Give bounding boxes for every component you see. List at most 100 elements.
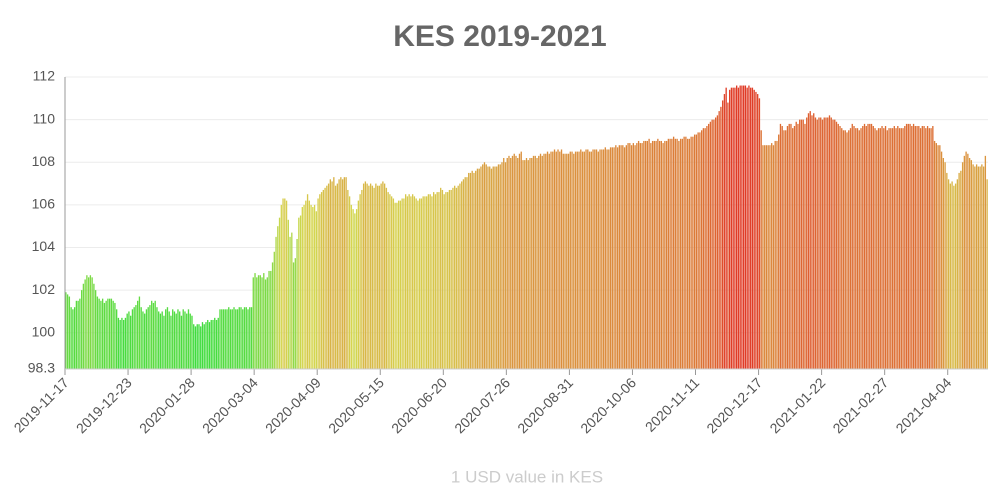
bar — [860, 128, 862, 369]
bar — [667, 138, 670, 369]
bar — [186, 313, 188, 369]
bar — [627, 143, 629, 369]
bar — [259, 275, 261, 369]
bar — [827, 117, 829, 369]
bar — [142, 311, 144, 369]
bar — [334, 185, 337, 369]
bar — [930, 128, 932, 369]
bar — [700, 130, 703, 369]
bar — [371, 185, 374, 369]
bar — [345, 177, 347, 369]
bar — [482, 164, 484, 369]
bar — [404, 194, 407, 369]
x-tick-label: 2020-04-09 — [262, 374, 324, 436]
bar — [445, 192, 447, 369]
bar — [914, 126, 916, 369]
bar — [609, 147, 612, 369]
bar — [210, 319, 212, 369]
bar — [170, 315, 172, 369]
bar — [597, 151, 599, 369]
bar — [772, 145, 775, 369]
bars — [65, 85, 988, 370]
bar — [65, 292, 67, 369]
bar — [273, 251, 275, 369]
bar — [312, 207, 314, 369]
bar — [909, 123, 911, 370]
bar — [231, 309, 233, 369]
bar — [268, 270, 270, 369]
bar — [165, 309, 167, 369]
bar — [187, 309, 190, 369]
bar — [348, 196, 351, 369]
bar — [291, 232, 293, 369]
bar — [546, 151, 549, 369]
bar — [688, 138, 691, 369]
bar — [219, 309, 221, 369]
bar — [452, 187, 454, 369]
bar — [709, 121, 712, 369]
bar — [382, 181, 384, 369]
bar — [802, 119, 804, 369]
bar — [455, 187, 458, 369]
bar — [944, 162, 946, 369]
bar — [613, 147, 615, 369]
bar — [422, 196, 424, 369]
bar — [757, 94, 759, 370]
bar — [660, 140, 663, 369]
x-tick-label: 2021-01-22 — [766, 374, 828, 436]
bar — [350, 204, 353, 369]
bar — [813, 113, 815, 369]
bar — [413, 196, 416, 369]
y-tick-label: 102 — [32, 281, 56, 297]
bar — [222, 309, 225, 369]
bar — [886, 130, 888, 369]
bar — [981, 164, 983, 369]
bar — [750, 87, 752, 370]
bar — [982, 166, 985, 369]
x-tick-label: 2019-11-17 — [11, 374, 72, 435]
bar — [434, 194, 437, 369]
bar — [644, 140, 647, 369]
bar — [368, 185, 370, 369]
bar — [902, 128, 904, 369]
bar — [131, 309, 134, 369]
bar — [221, 309, 223, 369]
bar — [898, 128, 901, 369]
bar — [681, 138, 684, 369]
bar — [149, 305, 151, 369]
bar — [247, 309, 249, 369]
bar — [552, 151, 554, 369]
bar — [292, 262, 295, 369]
bar — [823, 117, 825, 369]
bar — [525, 157, 528, 369]
bar — [567, 153, 570, 369]
y-tick-label: 106 — [32, 196, 56, 212]
bar — [581, 151, 584, 369]
bar — [394, 202, 396, 369]
bar — [200, 326, 202, 369]
bar — [730, 87, 733, 370]
bar — [168, 311, 170, 369]
bar — [156, 307, 158, 369]
bar — [431, 196, 433, 369]
bar — [308, 200, 310, 369]
bar — [728, 89, 731, 369]
bar — [240, 307, 242, 369]
bar — [441, 189, 444, 369]
bar — [767, 145, 769, 369]
bar — [235, 309, 237, 369]
bar — [280, 204, 282, 369]
bar — [912, 123, 915, 370]
bar — [443, 194, 445, 369]
bar — [849, 128, 852, 369]
bar — [783, 130, 785, 369]
bar — [564, 153, 566, 369]
bar — [87, 277, 90, 369]
bar — [594, 149, 596, 369]
bar — [811, 115, 813, 369]
bar — [832, 119, 834, 369]
bar — [264, 279, 267, 369]
bar — [746, 87, 748, 370]
bar — [270, 270, 272, 369]
